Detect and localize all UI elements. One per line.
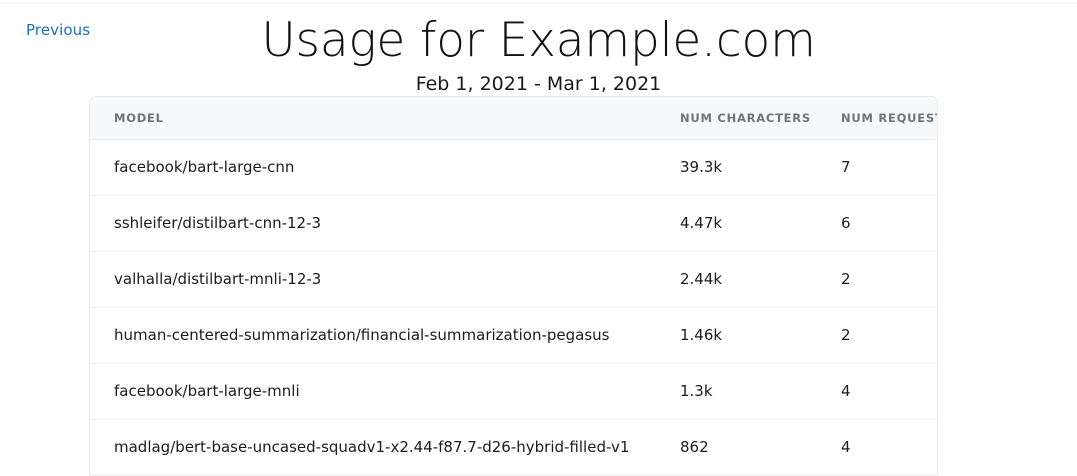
table-row: sshleifer/distilbart-cnn-12-3 4.47k 6 — [90, 195, 937, 252]
cell-model: sshleifer/distilbart-cnn-12-3 — [90, 195, 680, 252]
page-title: Usage for Example.com — [261, 13, 816, 68]
column-header-model: MODEL — [90, 97, 680, 140]
table-row: facebook/bart-large-mnli 1.3k 4 — [90, 363, 937, 420]
cell-num-characters: 1.46k — [680, 307, 841, 364]
table-row: madlag/bert-base-uncased-squadv1-x2.44-f… — [90, 419, 937, 476]
cell-num-requests: 6 — [841, 195, 937, 252]
table-row: valhalla/distilbart-mnli-12-3 2.44k 2 — [90, 251, 937, 308]
cell-num-characters: 2.44k — [680, 251, 841, 308]
table-body: facebook/bart-large-cnn 39.3k 7 sshleifer/d… — [90, 139, 937, 476]
usage-table-container: MODEL NUM CHARACTERS NUM REQUESTS facebo… — [89, 96, 938, 476]
cell-model: madlag/bert-base-uncased-squadv1-x2.44-f… — [90, 419, 680, 476]
cell-num-requests: 7 — [841, 139, 937, 196]
table-header: MODEL NUM CHARACTERS NUM REQUESTS — [90, 97, 937, 140]
cell-num-requests: 4 — [841, 419, 937, 476]
cell-num-characters: 862 — [680, 419, 841, 476]
column-header-num-characters: NUM CHARACTERS — [680, 97, 841, 140]
table-row: human-centered-summarization/financial-s… — [90, 307, 937, 364]
cell-model: human-centered-summarization/financial-s… — [90, 307, 680, 364]
cell-model: valhalla/distilbart-mnli-12-3 — [90, 251, 680, 308]
cell-model: facebook/bart-large-cnn — [90, 139, 680, 196]
table-row: facebook/bart-large-cnn 39.3k 7 — [90, 139, 937, 196]
cell-num-requests: 4 — [841, 363, 937, 420]
cell-num-requests: 2 — [841, 251, 937, 308]
cell-num-requests: 2 — [841, 307, 937, 364]
cell-num-characters: 39.3k — [680, 139, 841, 196]
date-range-subtitle: Feb 1, 2021 - Mar 1, 2021 — [415, 73, 662, 95]
top-divider — [0, 3, 1077, 4]
cell-num-characters: 4.47k — [680, 195, 841, 252]
cell-model: facebook/bart-large-mnli — [90, 363, 680, 420]
column-header-num-requests: NUM REQUESTS — [841, 97, 937, 140]
page-header: Usage for Example.com Feb 1, 2021 - Mar … — [0, 12, 1077, 97]
cell-num-characters: 1.3k — [680, 363, 841, 420]
usage-table: MODEL NUM CHARACTERS NUM REQUESTS facebo… — [90, 97, 937, 476]
table-header-row: MODEL NUM CHARACTERS NUM REQUESTS — [90, 97, 937, 140]
previous-link[interactable]: Previous — [26, 21, 91, 39]
